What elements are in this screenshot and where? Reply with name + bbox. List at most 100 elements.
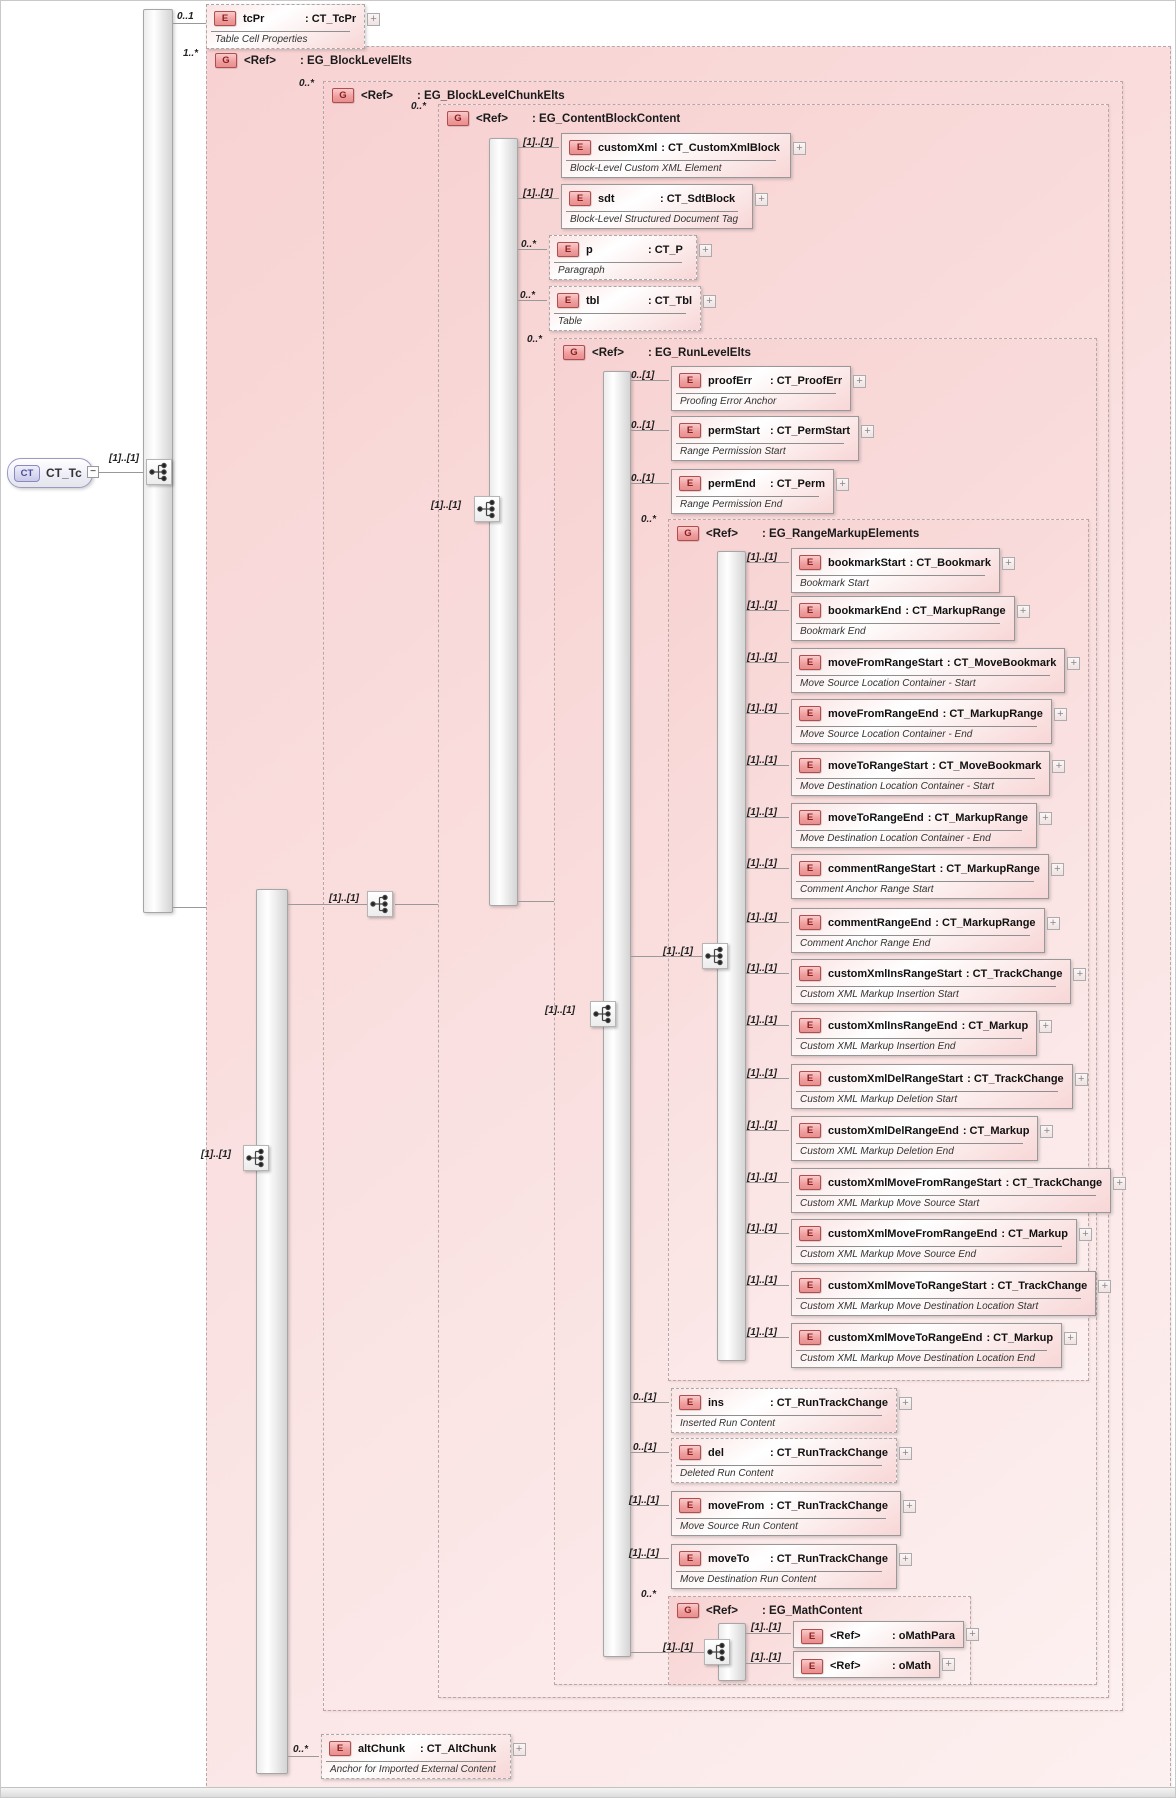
expand-icon[interactable]: + <box>1046 917 1060 930</box>
expand-icon[interactable]: + <box>1067 657 1081 670</box>
expand-icon[interactable]: + <box>942 1658 956 1671</box>
expand-icon[interactable]: + <box>861 425 875 438</box>
expand-icon[interactable]: + <box>1039 1020 1053 1033</box>
element-type: : CT_Markup <box>1001 1227 1068 1240</box>
element-doc: Custom XML Markup Move Source Start <box>796 1195 1097 1212</box>
expand-icon[interactable]: + <box>1050 863 1064 876</box>
expand-icon[interactable]: + <box>1073 968 1087 981</box>
expand-icon[interactable]: + <box>1064 1332 1078 1345</box>
expand-icon[interactable]: + <box>1016 605 1030 618</box>
group-type-label: : EG_BlockLevelChunkElts <box>417 89 565 102</box>
expand-icon[interactable]: + <box>755 193 769 206</box>
connector-chunkelts <box>288 904 369 905</box>
cardinality-movetorangeend: [1]..[1] <box>747 807 777 818</box>
expand-icon[interactable]: + <box>853 375 867 388</box>
connector-movefromrangestart <box>746 662 789 663</box>
expand-icon[interactable]: + <box>965 1628 979 1641</box>
element-type: : CT_RunTrackChange <box>770 1499 888 1512</box>
expand-icon[interactable]: + <box>1039 812 1053 825</box>
horizontal-scrollbar[interactable] <box>1 1787 1175 1797</box>
connector-root <box>99 472 143 473</box>
element-type: : CT_Bookmark <box>909 556 991 569</box>
cardinality-mathcontent: 0..* <box>641 1589 657 1600</box>
expand-icon[interactable]: + <box>512 1743 526 1756</box>
element-type: : CT_SdtBlock <box>660 192 736 205</box>
element-box-omath[interactable]: E <Ref>: oMath + <box>793 1651 956 1678</box>
expand-icon[interactable]: + <box>703 295 716 308</box>
element-badge-icon: E <box>799 706 821 721</box>
complextype-pill-ct-tc[interactable]: CT CT_Tc <box>7 458 93 488</box>
element-badge-icon: E <box>329 1741 351 1756</box>
cardinality-blocklevelelts-compositor: [1]..[1] <box>201 1149 231 1160</box>
element-doc: Move Source Location Container - Start <box>796 675 1051 692</box>
group-badge-icon: G <box>215 53 237 68</box>
cardinality-movefromrangestart: [1]..[1] <box>747 652 777 663</box>
element-badge-icon: E <box>799 655 821 670</box>
expand-icon[interactable]: + <box>1113 1177 1127 1190</box>
expand-icon[interactable]: + <box>836 478 850 491</box>
element-badge-icon: E <box>799 555 821 570</box>
element-badge-icon: E <box>679 1395 701 1410</box>
expand-icon[interactable]: + <box>1001 557 1015 570</box>
collapse-icon[interactable]: − <box>87 466 99 478</box>
expand-icon[interactable]: + <box>903 1500 916 1513</box>
expand-icon[interactable]: + <box>1053 708 1067 721</box>
expand-icon[interactable]: + <box>1098 1280 1112 1293</box>
choice-bar-eg-blocklevelelts <box>256 889 288 1774</box>
cardinality-movefrom: [1]..[1] <box>629 1495 659 1506</box>
expand-icon[interactable]: + <box>898 1553 912 1566</box>
element-doc: Range Permission End <box>676 496 820 513</box>
cardinality-customxmlmovetorangeend: [1]..[1] <box>747 1327 777 1338</box>
expand-icon[interactable]: + <box>699 244 712 257</box>
expand-icon[interactable]: + <box>1040 1125 1054 1138</box>
element-type: : CT_MarkupRange <box>939 862 1040 875</box>
expand-icon[interactable]: + <box>793 142 806 155</box>
connector-customxmlmovefromrangeend <box>746 1233 789 1234</box>
element-doc: Inserted Run Content <box>676 1415 882 1432</box>
element-name: ins <box>708 1396 724 1409</box>
expand-icon[interactable]: + <box>1052 760 1066 773</box>
element-type: : CT_Perm <box>770 477 826 490</box>
element-type: : CT_Markup <box>986 1331 1054 1344</box>
connector-customxmlmovetorangestart <box>746 1285 789 1286</box>
expand-icon[interactable]: + <box>1074 1073 1088 1086</box>
element-name: moveTo <box>708 1552 750 1565</box>
expand-icon[interactable]: + <box>1078 1228 1092 1241</box>
element-type: : CT_PermStart <box>770 424 851 437</box>
element-box-omathpara[interactable]: E <Ref>: oMathPara + <box>793 1621 979 1648</box>
expand-icon[interactable]: + <box>898 1447 912 1460</box>
expand-icon[interactable]: + <box>898 1397 912 1410</box>
group-header-eg-mathcontent: G <Ref> : EG_MathContent <box>669 1597 970 1620</box>
expand-icon[interactable]: + <box>367 13 381 26</box>
cardinality-commentrangestart: [1]..[1] <box>747 858 777 869</box>
